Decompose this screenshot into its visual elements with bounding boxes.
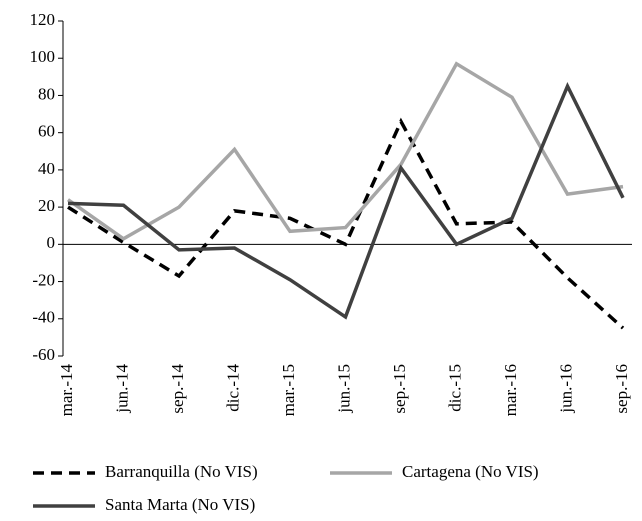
x-tick-label: mar.-16: [501, 364, 520, 416]
x-tick-label: jun.-15: [334, 364, 353, 414]
x-tick-label: sep.-16: [612, 364, 631, 414]
x-tick-label: mar.-14: [57, 364, 76, 417]
legend-label: Santa Marta (No VIS): [105, 495, 255, 514]
x-tick-label: dic.-14: [223, 364, 242, 412]
y-tick-label: 120: [30, 10, 56, 29]
x-tick-label: sep.-14: [168, 364, 187, 414]
y-tick-label: 100: [30, 47, 56, 66]
y-tick-label: -60: [32, 345, 55, 364]
x-tick-label: sep.-15: [390, 364, 409, 414]
y-tick-label: 0: [47, 233, 56, 252]
legend-label: Barranquilla (No VIS): [105, 462, 258, 481]
y-tick-label: 80: [38, 84, 55, 103]
y-tick-label: 60: [38, 122, 55, 141]
x-tick-label: mar.-15: [279, 364, 298, 416]
y-tick-label: 20: [38, 196, 55, 215]
y-tick-label: 40: [38, 159, 55, 178]
y-tick-label: -40: [32, 308, 55, 327]
y-tick-label: -20: [32, 270, 55, 289]
legend-label: Cartagena (No VIS): [402, 462, 539, 481]
x-tick-label: jun.-16: [556, 364, 575, 414]
line-series: [67, 81, 625, 320]
line-series: [66, 61, 624, 241]
line-series: [67, 117, 625, 330]
x-tick-label: dic.-15: [445, 364, 464, 412]
x-tick-label: jun.-14: [112, 364, 131, 414]
